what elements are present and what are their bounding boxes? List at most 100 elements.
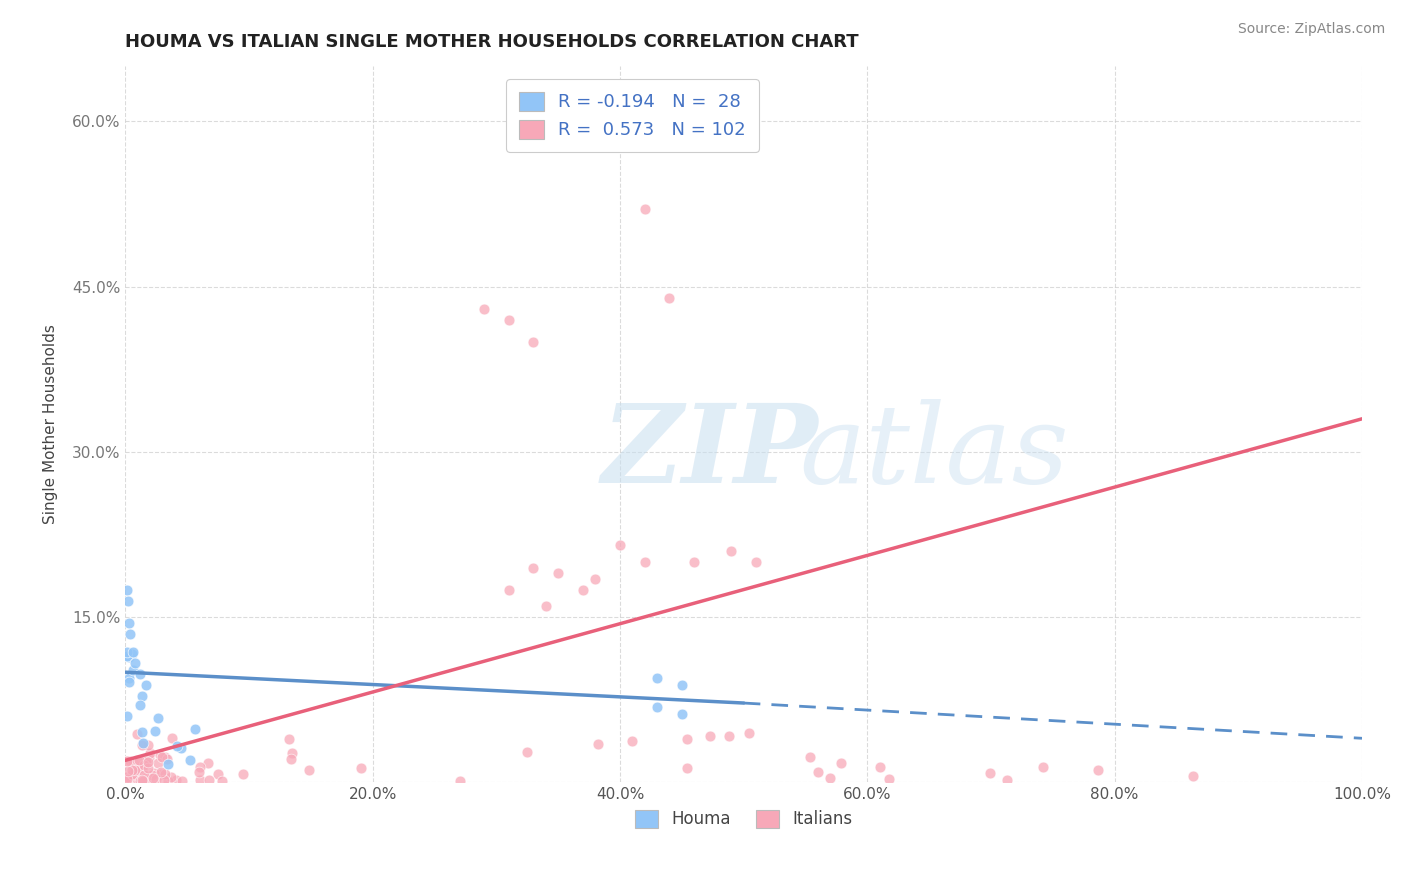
Point: [620, 734, 643, 748]
Point: [281, 746, 304, 760]
Point: [132, 767, 155, 781]
Point: [134, 768, 156, 782]
Point: [136, 761, 159, 775]
Point: [115, 772, 138, 786]
Point: [125, 771, 148, 785]
Point: [738, 726, 761, 740]
Point: [134, 773, 156, 788]
Point: [160, 731, 183, 745]
Point: [995, 773, 1018, 788]
Point: [170, 774, 193, 789]
Point: [634, 202, 657, 217]
Point: [1087, 763, 1109, 777]
Point: [645, 700, 668, 714]
Point: [534, 599, 557, 613]
Point: [150, 749, 173, 764]
Point: [128, 758, 150, 772]
Point: [807, 764, 830, 779]
Point: [820, 771, 842, 785]
Y-axis label: Single Mother Households: Single Mother Households: [44, 325, 58, 524]
Point: [135, 677, 157, 691]
Point: [142, 765, 165, 780]
Point: [547, 566, 569, 580]
Point: [877, 772, 900, 787]
Point: [157, 774, 180, 789]
Point: [148, 756, 170, 771]
Point: [449, 773, 471, 788]
Point: [124, 767, 146, 781]
Point: [142, 771, 165, 785]
Point: [745, 555, 768, 569]
Point: [136, 739, 159, 753]
Point: [197, 756, 219, 770]
Point: [117, 771, 139, 785]
Point: [135, 757, 157, 772]
Point: [671, 678, 693, 692]
Point: [350, 761, 373, 775]
Point: [583, 572, 606, 586]
Point: [149, 766, 172, 780]
Point: [131, 774, 153, 789]
Point: [131, 773, 153, 788]
Point: [498, 582, 520, 597]
Point: [120, 626, 142, 640]
Point: [129, 667, 152, 681]
Point: [869, 760, 891, 774]
Point: [129, 770, 152, 784]
Point: [211, 774, 233, 789]
Point: [135, 773, 157, 788]
Point: [718, 729, 741, 743]
Point: [118, 675, 141, 690]
Point: [115, 645, 138, 659]
Point: [117, 770, 139, 784]
Point: [720, 544, 742, 558]
Text: atlas: atlas: [800, 400, 1069, 507]
Point: [522, 560, 544, 574]
Text: Source: ZipAtlas.com: Source: ZipAtlas.com: [1237, 22, 1385, 37]
Point: [145, 772, 167, 786]
Point: [131, 738, 153, 752]
Point: [645, 671, 668, 685]
Point: [179, 753, 201, 767]
Point: [115, 754, 138, 768]
Point: [122, 756, 145, 770]
Point: [121, 768, 143, 782]
Point: [187, 765, 209, 780]
Point: [153, 767, 176, 781]
Point: [128, 774, 150, 789]
Point: [115, 754, 138, 768]
Text: HOUMA VS ITALIAN SINGLE MOTHER HOUSEHOLDS CORRELATION CHART: HOUMA VS ITALIAN SINGLE MOTHER HOUSEHOLD…: [125, 33, 859, 51]
Point: [124, 657, 146, 671]
Point: [799, 750, 821, 764]
Point: [146, 711, 169, 725]
Point: [117, 772, 139, 786]
Point: [159, 770, 181, 784]
Point: [232, 767, 254, 781]
Point: [658, 291, 681, 305]
Point: [184, 722, 207, 736]
Point: [128, 753, 150, 767]
Point: [139, 747, 162, 761]
Point: [198, 773, 221, 788]
Point: [121, 767, 143, 781]
Point: [118, 754, 141, 768]
Point: [671, 707, 693, 722]
Point: [131, 689, 153, 703]
Point: [118, 615, 141, 630]
Point: [138, 755, 160, 769]
Text: ZIP: ZIP: [602, 400, 818, 507]
Point: [1182, 769, 1205, 783]
Point: [156, 757, 179, 772]
Point: [166, 739, 188, 754]
Point: [124, 764, 146, 778]
Point: [121, 663, 143, 677]
Point: [131, 724, 153, 739]
Point: [170, 740, 193, 755]
Legend: Houma, Italians: Houma, Italians: [628, 803, 859, 835]
Point: [117, 764, 139, 778]
Point: [498, 312, 520, 326]
Point: [118, 649, 141, 664]
Point: [588, 737, 610, 751]
Point: [298, 763, 321, 777]
Point: [131, 773, 153, 788]
